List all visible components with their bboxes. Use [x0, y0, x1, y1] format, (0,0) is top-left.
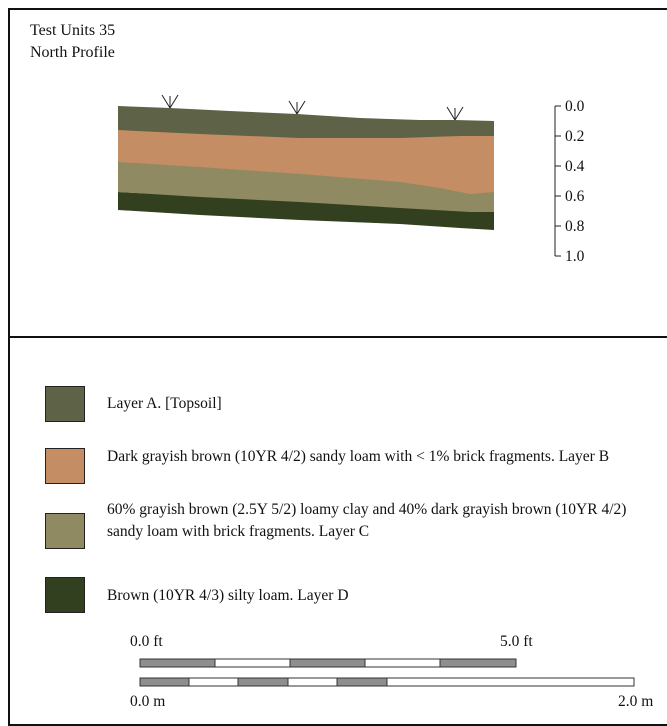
layer-a-description: Layer A. [Topsoil]	[107, 395, 222, 412]
meter-scale-bar	[139, 677, 635, 687]
layer-c-shape	[118, 160, 494, 212]
depth-label: 0.6	[565, 188, 585, 205]
profile-title: Test Units 35 North Profile	[30, 20, 115, 64]
scale-feet-start: 0.0 ft	[130, 633, 163, 650]
datum-marker-2	[288, 100, 306, 115]
datum-marker-1	[161, 94, 179, 109]
layer-b-swatch	[45, 448, 85, 484]
feet-scale-bar	[139, 658, 517, 668]
layer-c-description: 60% grayish brown (2.5Y 5/2) loamy clay …	[107, 501, 627, 540]
depth-label: 1.0	[565, 248, 585, 265]
depth-label: 0.8	[565, 218, 585, 235]
depth-label: 0.0	[565, 98, 585, 115]
scale-meters-end: 2.0 m	[618, 693, 654, 710]
layer-d-description: Brown (10YR 4/3) silty loam. Layer D	[107, 587, 349, 604]
datum-marker-3	[446, 106, 464, 121]
profile-title-line2: North Profile	[30, 44, 115, 61]
layer-a-shape	[118, 106, 494, 138]
scale-feet-end: 5.0 ft	[500, 633, 533, 650]
layer-d-swatch	[45, 577, 85, 613]
layer-d-shape	[118, 192, 494, 230]
depth-label: 0.2	[565, 128, 584, 145]
scale-meters-start: 0.0 m	[130, 693, 166, 710]
layer-b-shape	[118, 128, 494, 194]
layer-a-swatch	[45, 386, 85, 422]
profile-title-line1: Test Units 35	[30, 22, 116, 39]
layer-c-swatch	[45, 513, 85, 549]
layer-b-description: Dark grayish brown (10YR 4/2) sandy loam…	[107, 448, 610, 465]
depth-scale	[554, 105, 561, 257]
depth-label: 0.4	[565, 158, 585, 175]
